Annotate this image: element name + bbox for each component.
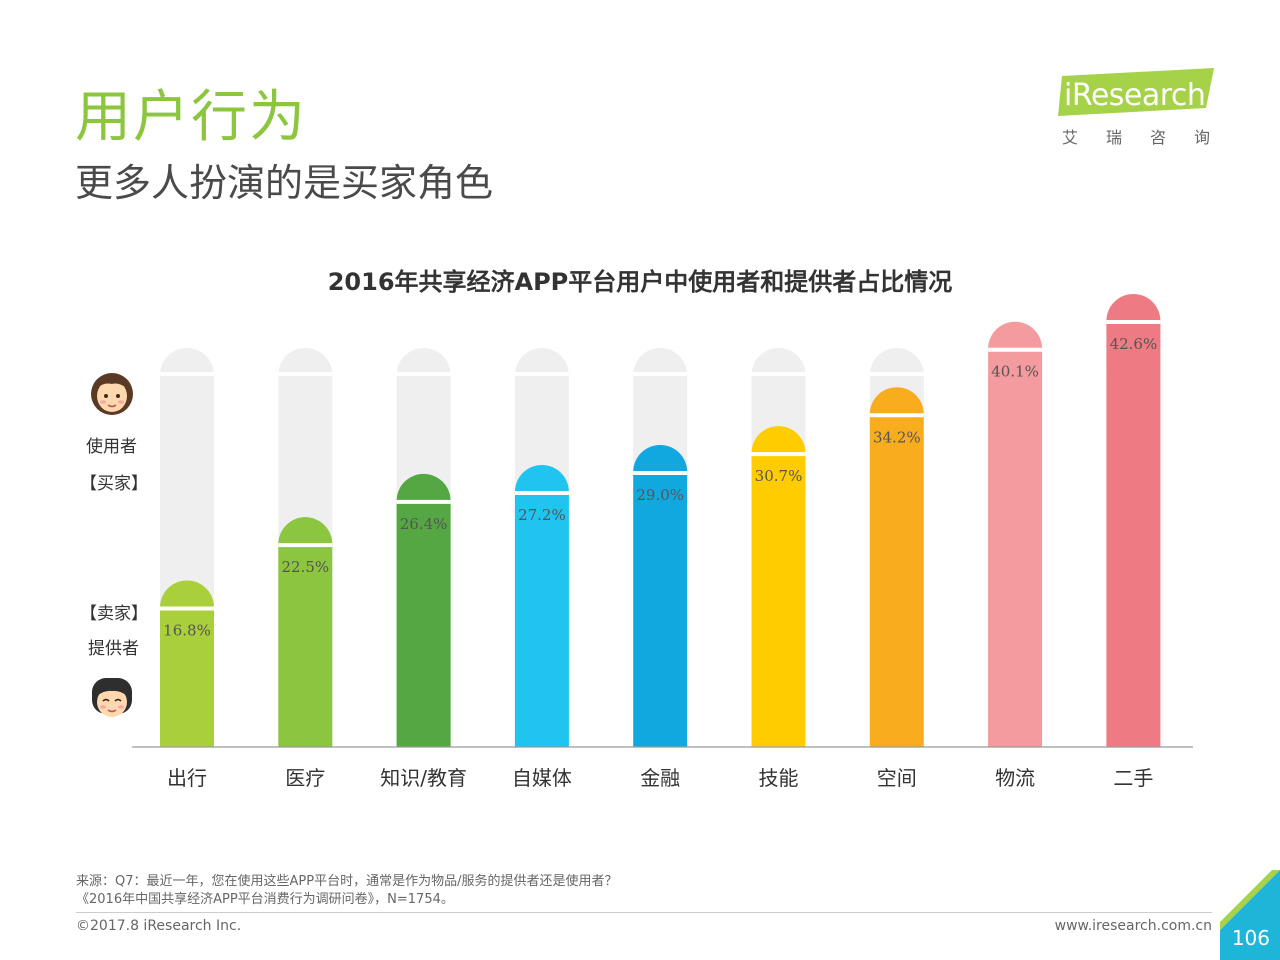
data-label: 22.5% — [281, 558, 329, 576]
provider-bar — [869, 387, 924, 747]
source-line-1: 来源：Q7：最近一年，您在使用这些APP平台时，通常是作为物品/服务的提供者还是… — [76, 874, 618, 889]
provider-bar — [514, 464, 569, 747]
category-label: 金融 — [640, 766, 680, 790]
source-line-2: 《2016年中国共享经济APP平台消费行为调研问卷》，N=1754。 — [76, 892, 454, 907]
category-label: 二手 — [1113, 766, 1153, 790]
provider-bar — [396, 473, 451, 747]
source-note: 来源：Q7：最近一年，您在使用这些APP平台时，通常是作为物品/服务的提供者还是… — [76, 873, 617, 909]
logo-brand-text: iResearch — [1064, 78, 1206, 113]
page-number: 106 — [1231, 926, 1270, 950]
buyer-label: 【买家】 — [80, 474, 148, 494]
logo-chinese-text: 艾瑞咨询 — [1062, 128, 1239, 147]
website-link[interactable]: www.iresearch.com.cn — [1054, 918, 1212, 934]
footer-divider — [76, 912, 1212, 913]
data-label: 29.0% — [636, 486, 684, 504]
iresearch-logo: iResearch 艾瑞咨询 — [1058, 68, 1218, 148]
user-face-icon — [91, 373, 133, 415]
data-label: 16.8% — [163, 621, 211, 639]
provider-bar — [160, 580, 214, 747]
category-label: 医疗 — [285, 766, 325, 790]
copyright: ©2017.8 iResearch Inc. — [76, 918, 242, 934]
category-label: 空间 — [877, 766, 917, 790]
provider-bar — [751, 426, 806, 747]
data-label: 34.2% — [873, 428, 921, 446]
chart-title: 2016年共享经济APP平台用户中使用者和提供者占比情况 — [327, 268, 953, 296]
seller-label: 【卖家】 — [80, 604, 148, 624]
data-label: 26.4% — [400, 515, 448, 533]
provider-bar — [988, 321, 1043, 747]
category-label: 出行 — [167, 766, 207, 790]
category-label: 物流 — [995, 766, 1035, 790]
data-label: 42.6% — [1110, 335, 1158, 353]
category-label: 自媒体 — [512, 766, 572, 790]
data-label: 30.7% — [755, 467, 803, 485]
page-corner-shape — [1220, 870, 1280, 960]
provider-bar — [1106, 293, 1161, 747]
page-title: 用户行为 — [75, 85, 307, 150]
provider-face-icon — [92, 678, 132, 717]
category-label: 技能 — [759, 766, 799, 790]
data-label: 40.1% — [991, 363, 1039, 381]
logo-banner-shape — [1058, 68, 1214, 116]
category-label: 知识/教育 — [380, 766, 467, 790]
provider-label: 提供者 — [88, 639, 139, 659]
page-subtitle: 更多人扮演的是买家角色 — [75, 161, 494, 205]
provider-bar — [278, 517, 333, 747]
provider-bar — [633, 444, 688, 747]
user-label: 使用者 — [86, 437, 137, 457]
data-label: 27.2% — [518, 506, 566, 524]
